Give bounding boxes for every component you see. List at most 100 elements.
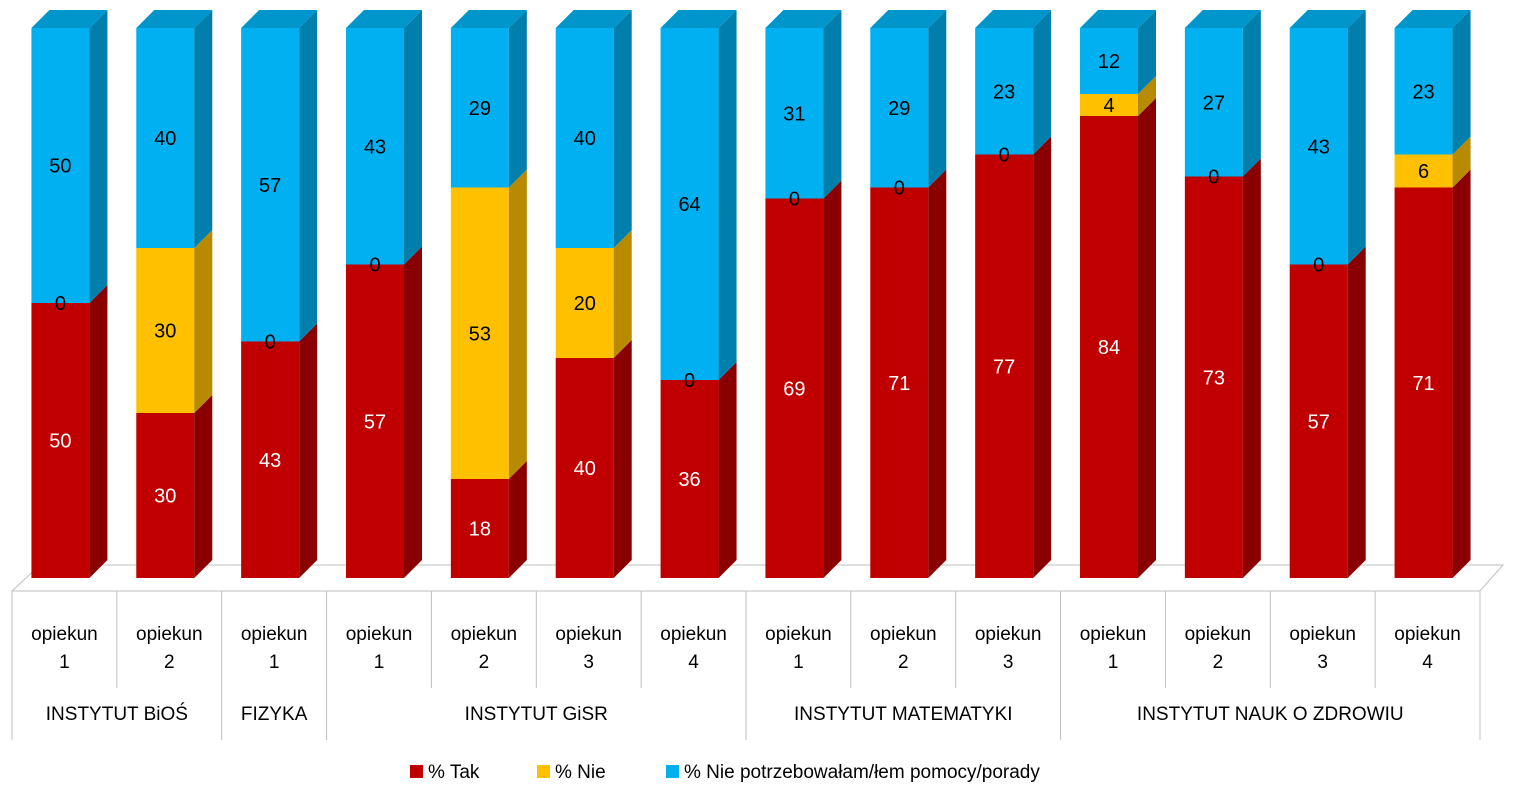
bar-segment-side <box>1452 136 1471 188</box>
bar-segment-side <box>613 10 632 248</box>
bar-stack: 84 4 12 <box>1080 10 1156 578</box>
bar-stack: 36 0 64 <box>660 10 737 578</box>
bar-segment-side <box>928 10 947 188</box>
bar-stack: 18 53 29 <box>450 10 527 578</box>
category-tick-label: opiekun <box>136 624 203 645</box>
bar-top-face <box>346 10 422 28</box>
bar-segment-front <box>870 187 929 578</box>
category-tick-label: 4 <box>688 652 699 673</box>
bar-segment-side <box>1452 10 1471 155</box>
category-tick-label: opiekun <box>241 624 308 645</box>
legend-item: % Nie <box>537 762 606 783</box>
bar-stack: 57 0 43 <box>346 10 422 578</box>
category-tick-label: 3 <box>1317 652 1328 673</box>
bar-segment-front <box>1080 28 1138 94</box>
bar-stack: 71 0 29 <box>870 10 947 578</box>
data-label: 0 <box>265 332 276 354</box>
group-label: INSTYTUT BiOŚ <box>46 703 188 725</box>
category-tick-label: 2 <box>1213 652 1224 673</box>
category-tick-label: opiekun <box>451 624 518 645</box>
bar-segment-front <box>1289 264 1348 578</box>
bar-segment-front <box>241 341 300 578</box>
group-label: INSTYTUT MATEMATYKI <box>794 704 1013 725</box>
bar-segment-side <box>508 169 527 479</box>
bar-segment-side <box>613 340 632 578</box>
data-label: 0 <box>1313 255 1324 277</box>
chart-floor <box>10 564 1505 592</box>
data-label: 50 <box>49 156 71 178</box>
data-label: 27 <box>1203 92 1225 114</box>
bar-segment-side <box>823 180 842 578</box>
category-tick-label: opiekun <box>765 624 832 645</box>
bar-top-face <box>1184 10 1261 28</box>
category-tick-label: 1 <box>793 652 804 673</box>
data-label: 0 <box>999 145 1010 167</box>
bar-segment-side <box>508 10 527 188</box>
bar-segment-front <box>1289 28 1348 265</box>
bar-segment-front <box>450 479 509 578</box>
bar-top-face <box>660 10 737 28</box>
bar-segment-front <box>660 28 719 380</box>
category-tick-label: opiekun <box>660 624 727 645</box>
bar-top-face <box>450 10 527 28</box>
bar-segment-side <box>718 362 737 578</box>
bar-segment-side <box>1138 10 1156 94</box>
category-tick-label: 2 <box>898 652 909 673</box>
data-label: 50 <box>49 431 71 453</box>
category-tick-label: 1 <box>1108 652 1119 673</box>
bar-segment-front <box>31 303 90 578</box>
bar-segment-front <box>555 28 614 248</box>
data-label: 4 <box>1103 95 1114 117</box>
data-label: 69 <box>783 378 805 400</box>
legend: % Tak % Nie % Nie potrzebowałam/łem pomocy… <box>410 762 1040 783</box>
bar-segment-front <box>975 28 1034 155</box>
bar-segment-front <box>31 28 90 303</box>
data-label: 0 <box>684 370 695 392</box>
data-label: 18 <box>469 519 491 541</box>
bar-segment-front <box>1394 154 1453 188</box>
bar-segment-side <box>299 323 318 578</box>
bar-top-face <box>870 10 947 28</box>
legend-swatch <box>537 765 550 778</box>
bar-segment-side <box>194 230 213 413</box>
data-label: 43 <box>364 136 386 158</box>
data-label: 0 <box>1208 167 1219 189</box>
bar-segment-side <box>1347 10 1366 265</box>
bar-segment-front <box>660 380 719 578</box>
category-tick-label: 3 <box>1003 652 1014 673</box>
bar-segment-front <box>1394 187 1453 578</box>
bar-segment-front <box>450 187 509 479</box>
bar-stack: 50 0 50 <box>31 10 108 578</box>
bar-segment-side <box>1242 158 1261 578</box>
data-label: 0 <box>894 178 905 200</box>
group-label: INSTYTUT NAUK O ZDROWIU <box>1137 704 1404 725</box>
bar-stack: 40 20 40 <box>555 10 632 578</box>
category-tick-label: opiekun <box>346 624 413 645</box>
bar-segment-side <box>404 246 422 578</box>
data-label: 40 <box>574 458 596 480</box>
data-label: 40 <box>574 128 596 150</box>
bar-top-face <box>1289 10 1366 28</box>
data-label: 57 <box>364 411 386 433</box>
bar-stack: 30 30 40 <box>136 10 213 578</box>
data-label: 57 <box>1308 411 1330 433</box>
bar-segment-side <box>194 395 213 578</box>
data-label: 29 <box>469 98 491 120</box>
data-label: 6 <box>1418 161 1429 183</box>
bar-segment-side <box>1033 10 1052 155</box>
bar-segment-side <box>928 169 947 578</box>
legend-label: % Nie <box>555 762 606 783</box>
bar-segment-front <box>136 28 195 248</box>
bar-top-face <box>31 10 108 28</box>
data-label: 71 <box>1412 373 1434 395</box>
category-tick-label: opiekun <box>1394 624 1461 645</box>
bar-stack: 73 0 27 <box>1184 10 1261 578</box>
data-label: 30 <box>154 486 176 508</box>
bar-segment-side <box>1138 76 1156 116</box>
bar-segment-front <box>136 413 195 578</box>
bar-segment-side <box>89 10 108 303</box>
bar-top-face <box>765 10 842 28</box>
data-label: 30 <box>154 321 176 343</box>
